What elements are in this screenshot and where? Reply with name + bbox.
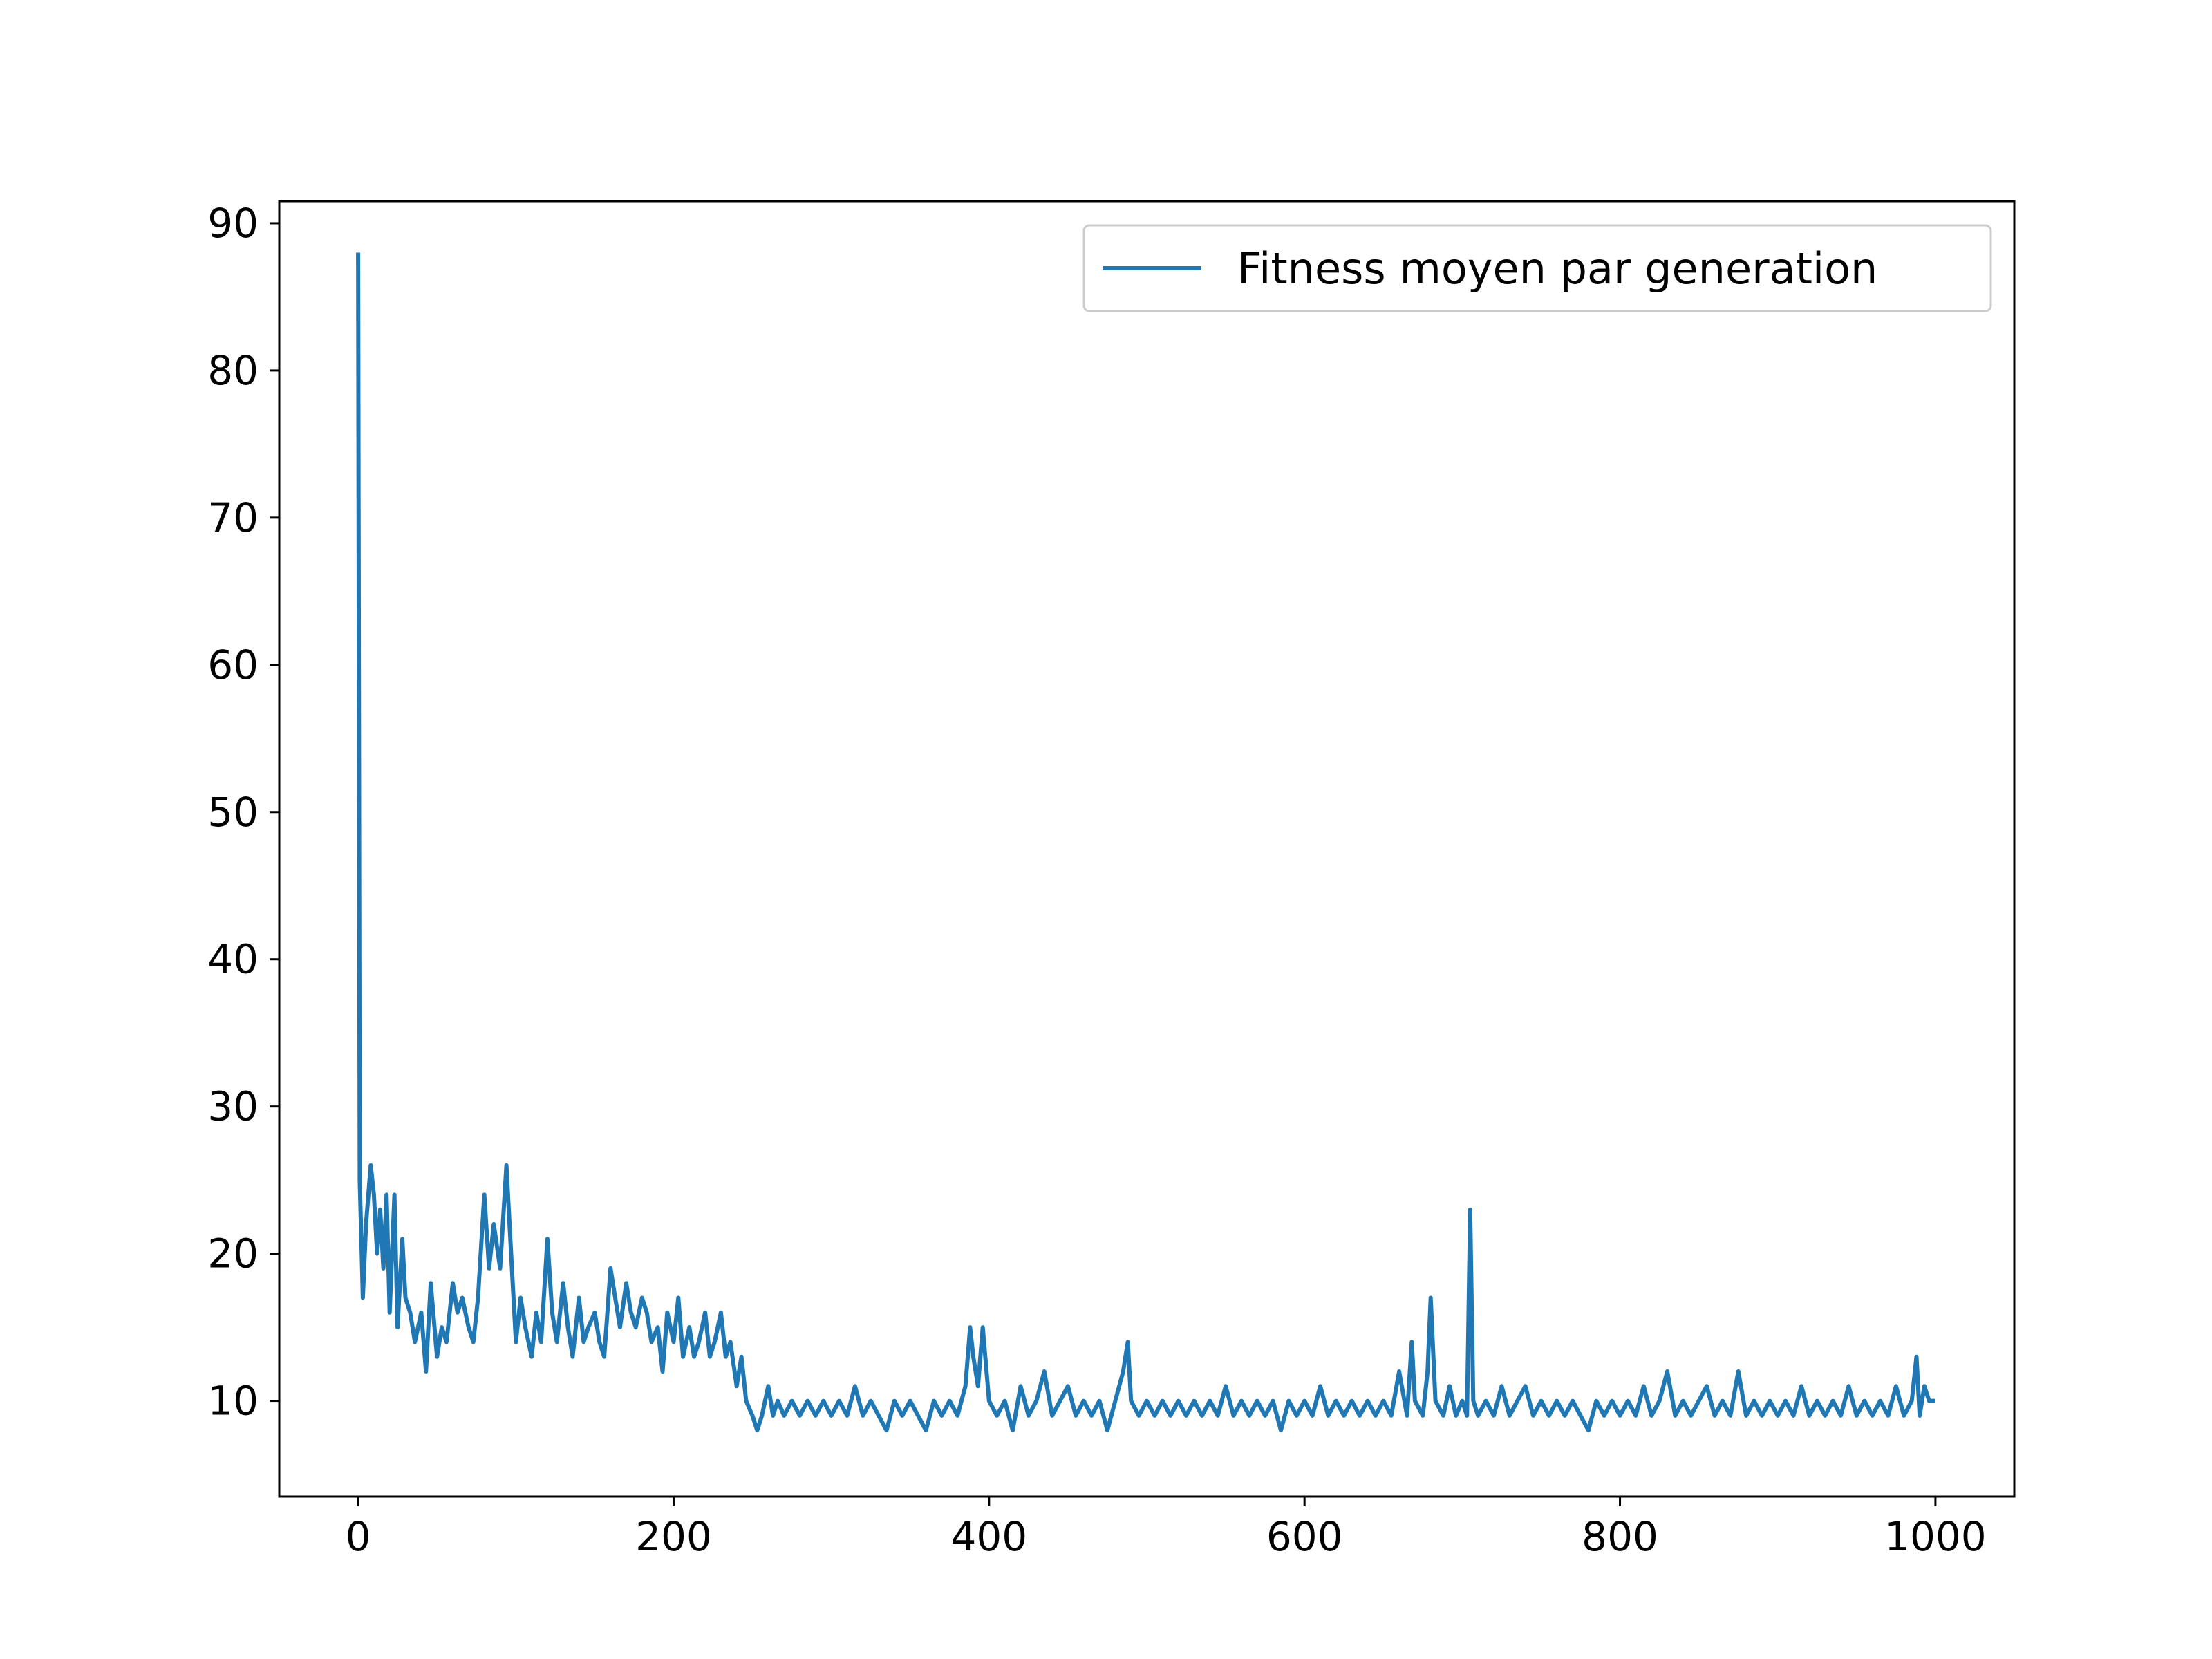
x-tick-label: 0 <box>346 1513 371 1560</box>
x-axis: 0 200 400 600 800 1000 <box>346 1497 1987 1560</box>
legend-box <box>1082 224 1992 312</box>
y-tick-label: 60 <box>207 641 259 688</box>
y-tick-label: 90 <box>207 200 259 247</box>
y-axis: 10 20 30 40 50 60 70 80 90 <box>207 200 279 1425</box>
y-tick-label: 10 <box>207 1378 259 1425</box>
y-tick-label: 20 <box>207 1230 259 1277</box>
x-tick-label: 400 <box>950 1513 1027 1560</box>
x-tick-label: 800 <box>1582 1513 1658 1560</box>
x-tick-label: 200 <box>635 1513 712 1560</box>
y-tick-label: 30 <box>207 1083 259 1130</box>
y-tick-label: 50 <box>207 789 259 836</box>
x-tick-label: 600 <box>1266 1513 1343 1560</box>
y-tick-label: 40 <box>207 936 259 983</box>
legend: Fitness moyen par generation <box>1082 224 1992 312</box>
y-tick-label: 80 <box>207 347 259 394</box>
x-tick-label: 1000 <box>1884 1513 1987 1560</box>
plot-area <box>356 252 1936 1433</box>
legend-label: Fitness moyen par generation <box>1237 243 1877 294</box>
y-tick-label: 70 <box>207 494 259 541</box>
axes-frame <box>278 200 2016 1498</box>
series-line <box>356 252 1936 1433</box>
